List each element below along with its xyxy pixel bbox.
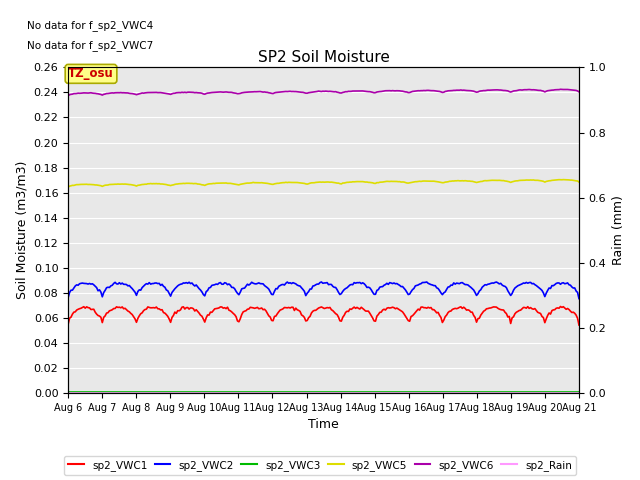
sp2_VWC2 [64,295,72,300]
sp2_VWC1 [127,311,134,316]
sp2_VWC6 [547,87,554,93]
sp2_VWC6 [64,93,72,98]
Legend: sp2_VWC1, sp2_VWC2, sp2_VWC3, sp2_VWC5, sp2_VWC6, sp2_Rain: sp2_VWC1, sp2_VWC2, sp2_VWC3, sp2_VWC5, … [64,456,576,475]
sp2_VWC1 [216,304,224,310]
Line: sp2_VWC6: sp2_VWC6 [68,89,579,96]
sp2_VWC1 [557,304,564,310]
sp2_VWC5 [216,180,224,186]
Text: No data for f_sp2_VWC4: No data for f_sp2_VWC4 [28,20,154,31]
sp2_Rain [547,390,554,396]
X-axis label: Time: Time [308,419,339,432]
sp2_Rain [242,390,250,396]
sp2_VWC3 [216,390,224,396]
Y-axis label: Soil Moisture (m3/m3): Soil Moisture (m3/m3) [15,161,28,300]
sp2_VWC6 [216,89,224,95]
sp2_VWC5 [547,178,554,183]
sp2_VWC1 [234,318,241,324]
sp2_VWC1 [242,308,250,313]
sp2_VWC5 [288,180,296,185]
sp2_VWC6 [127,91,134,96]
sp2_VWC2 [234,290,241,296]
sp2_VWC2 [127,284,134,290]
sp2_Rain [64,390,72,396]
sp2_VWC6 [288,89,296,95]
sp2_VWC1 [547,311,554,317]
sp2_Rain [127,390,134,396]
sp2_VWC2 [575,296,583,301]
Y-axis label: Raim (mm): Raim (mm) [612,195,625,265]
sp2_VWC2 [288,281,296,287]
sp2_VWC2 [423,279,431,285]
sp2_Rain [234,390,241,396]
sp2_VWC3 [288,390,296,396]
sp2_VWC3 [234,390,241,396]
sp2_VWC6 [242,89,250,95]
sp2_VWC1 [575,322,583,328]
sp2_VWC1 [64,321,72,327]
sp2_VWC3 [575,390,583,396]
sp2_VWC3 [547,390,554,396]
sp2_Rain [288,390,296,396]
sp2_VWC2 [216,280,224,286]
sp2_VWC5 [64,184,72,190]
sp2_VWC6 [557,86,564,92]
sp2_VWC6 [575,89,583,95]
sp2_VWC5 [575,179,583,185]
sp2_VWC5 [234,182,241,188]
Title: SP2 Soil Moisture: SP2 Soil Moisture [258,50,390,65]
Text: No data for f_sp2_VWC7: No data for f_sp2_VWC7 [28,40,154,51]
sp2_VWC3 [127,390,134,396]
sp2_VWC3 [242,390,250,396]
sp2_VWC2 [548,283,556,288]
sp2_VWC6 [234,91,241,96]
Line: sp2_VWC2: sp2_VWC2 [68,282,579,299]
sp2_VWC3 [64,390,72,396]
Line: sp2_VWC5: sp2_VWC5 [68,180,579,187]
sp2_VWC5 [127,182,134,188]
sp2_Rain [575,390,583,396]
sp2_VWC1 [288,304,296,310]
sp2_VWC5 [242,180,250,186]
sp2_VWC5 [559,177,567,182]
Text: TZ_osu: TZ_osu [68,67,114,80]
sp2_Rain [216,390,224,396]
Line: sp2_VWC1: sp2_VWC1 [68,307,579,325]
sp2_VWC2 [242,283,250,289]
